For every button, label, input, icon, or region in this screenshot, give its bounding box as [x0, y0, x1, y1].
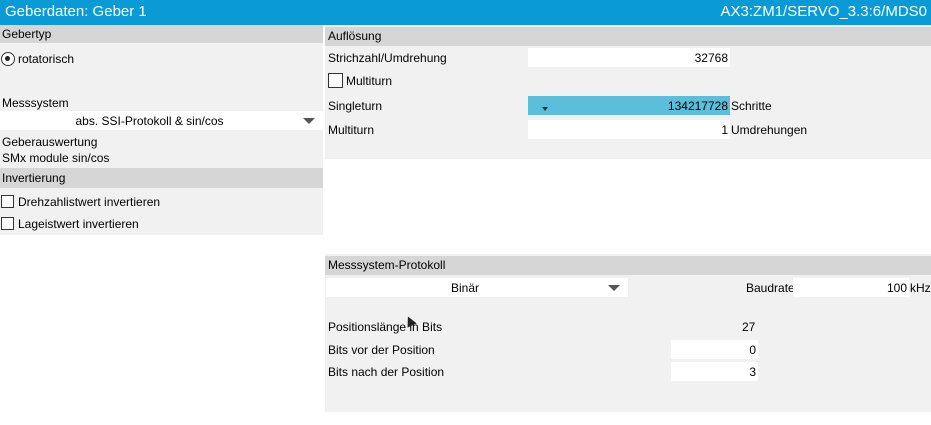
input-marker-icon	[542, 107, 548, 111]
multiturn-checkbox-label: Multiturn	[346, 74, 393, 88]
chevron-down-icon	[303, 118, 315, 124]
drehzahl-invert-checkbox[interactable]	[1, 195, 14, 208]
protokoll-format-dropdown[interactable]: Binär	[326, 278, 628, 297]
lage-invert-label: Lageistwert invertieren	[18, 217, 139, 231]
singleturn-unit: Schritte	[731, 99, 772, 113]
multiturn-checkbox[interactable]	[328, 73, 343, 88]
rotatorisch-label: rotatorisch	[18, 52, 75, 66]
baudrate-unit: kHz	[910, 281, 931, 295]
geberauswertung-value: SMx module sin/cos	[2, 151, 110, 165]
bits-vor-label: Bits vor der Position	[328, 343, 435, 357]
invertierung-header: Invertierung	[0, 168, 323, 188]
radio-dot	[5, 56, 10, 61]
drehzahl-invert-label: Drehzahlistwert invertieren	[18, 195, 161, 209]
bits-vor-input[interactable]: 0	[671, 340, 758, 359]
multiturn-label: Multiturn	[328, 123, 375, 137]
title-bar: Geberdaten: Geber 1 AX3:ZM1/SERVO_3.3:6/…	[0, 0, 931, 25]
strichzahl-input[interactable]: 32768	[528, 48, 730, 67]
window-title: Geberdaten: Geber 1	[5, 3, 147, 20]
component-path: AX3:ZM1/SERVO_3.3:6/MDS0	[720, 3, 927, 20]
protokoll-format-value: Binär	[450, 281, 479, 295]
geberauswertung-label: Geberauswertung	[2, 135, 98, 149]
protokoll-header: Messsystem-Protokoll	[325, 256, 931, 275]
rotatorisch-radio[interactable]	[1, 52, 15, 66]
strichzahl-label: Strichzahl/Umdrehung	[328, 51, 447, 65]
multiturn-unit: Umdrehungen	[731, 123, 808, 137]
positionslaenge-value: 27	[742, 320, 756, 334]
baudrate-label: Baudrate	[746, 281, 795, 295]
aufloesung-header: Auflösung	[325, 27, 931, 46]
baudrate-input[interactable]: 100	[793, 278, 909, 297]
gebertyp-header: Gebertyp	[0, 25, 323, 43]
messsystem-dropdown[interactable]: abs. SSI-Protokoll & sin/cos	[0, 111, 323, 130]
messsystem-value: abs. SSI-Protokoll & sin/cos	[75, 114, 224, 128]
positionslaenge-label: Positionslänge in Bits	[328, 320, 443, 334]
chevron-down-icon	[608, 285, 620, 291]
multiturn-input[interactable]: 1	[528, 120, 730, 139]
singleturn-label: Singleturn	[328, 99, 383, 113]
bits-nach-input[interactable]: 3	[671, 362, 758, 381]
lage-invert-checkbox[interactable]	[1, 217, 14, 230]
messsystem-label: Messsystem	[2, 96, 69, 110]
bits-nach-label: Bits nach der Position	[328, 365, 445, 379]
singleturn-input[interactable]: 134217728	[528, 96, 730, 115]
left-panel	[0, 25, 323, 235]
